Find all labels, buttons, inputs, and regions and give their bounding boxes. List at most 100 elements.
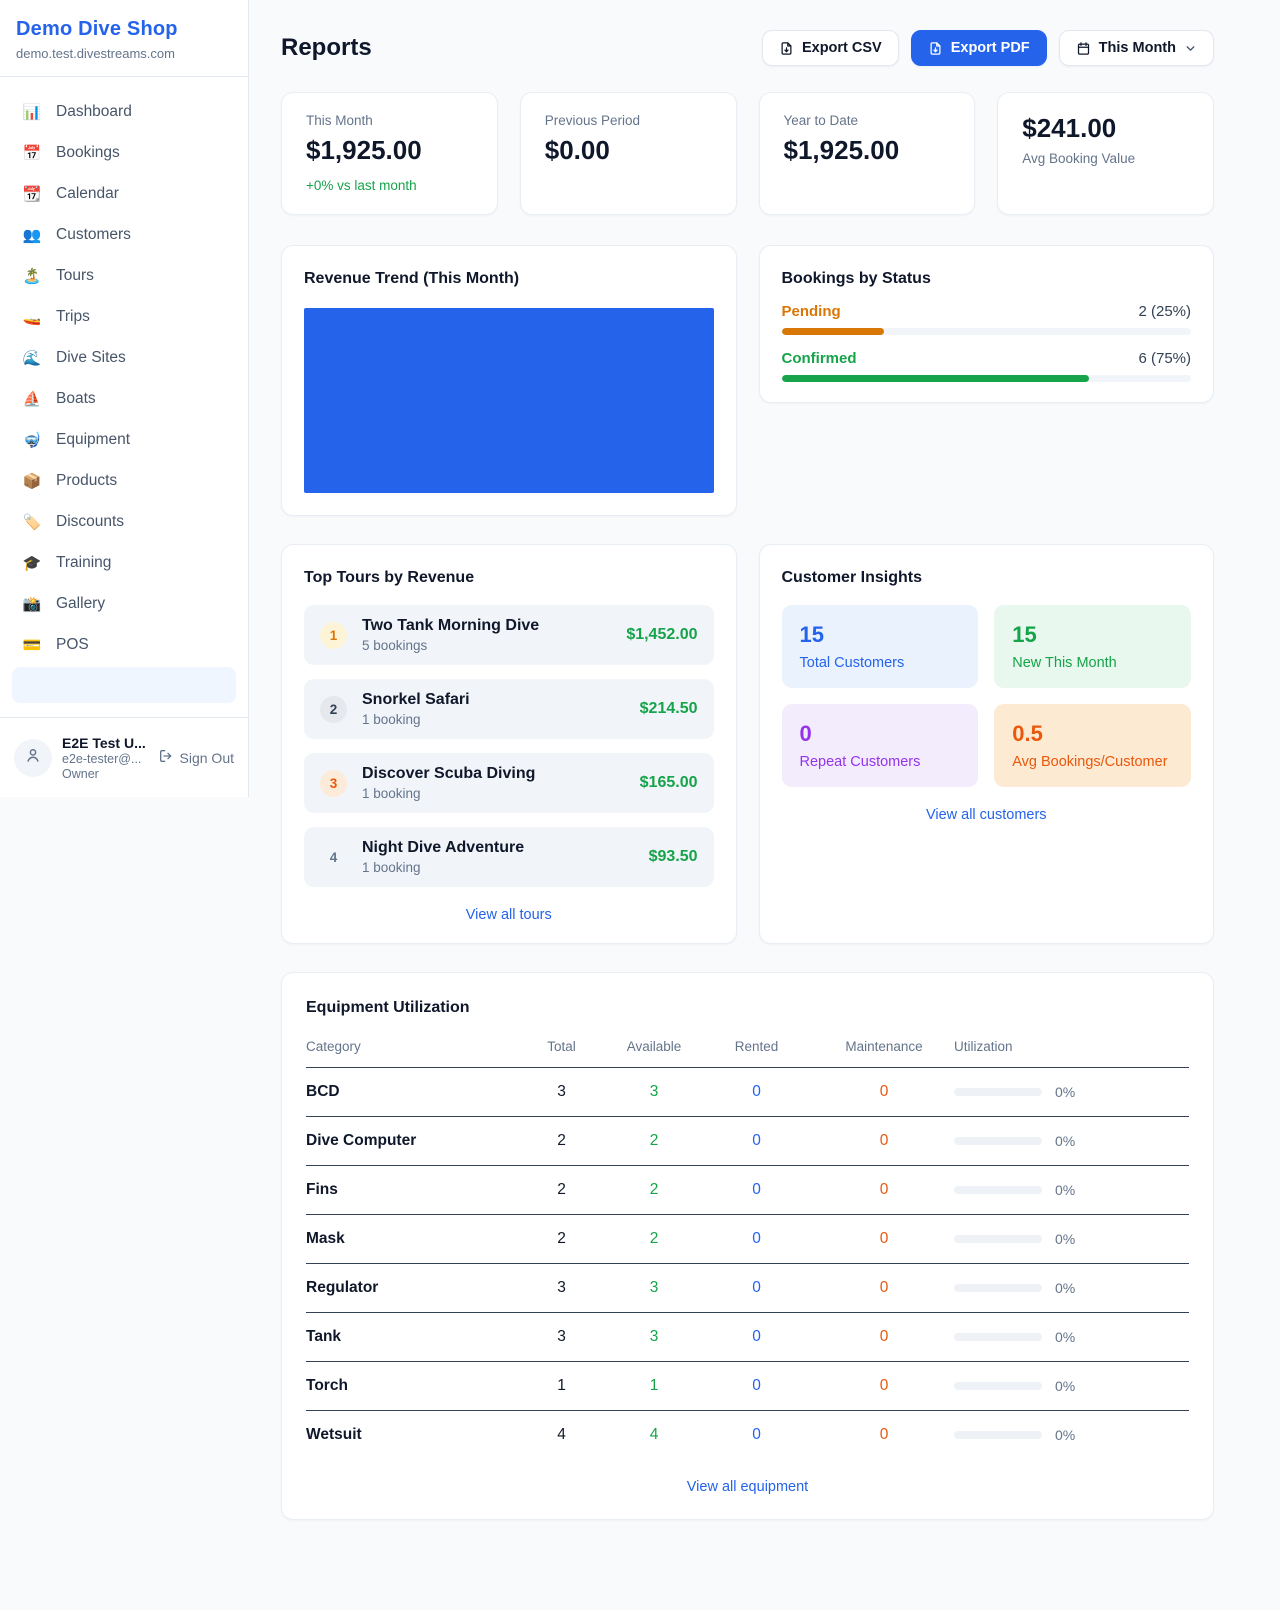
sidebar-item-partial[interactable] [12,667,236,703]
sidebar-item-label: Products [56,472,118,489]
main-content: Reports Export CSV Export PDF This Month [249,0,1280,1560]
sidebar-item-training[interactable]: 🎓 Training [12,544,236,582]
cell-category: Fins [306,1165,514,1215]
insight-value: 0 [799,721,812,746]
sidebar-item-dive-sites[interactable]: 🌊 Dive Sites [12,339,236,377]
cell-rented: 0 [699,1116,814,1166]
cell-utilization: 0% [954,1312,1189,1362]
cell-available: 1 [609,1361,699,1411]
cell-utilization: 0% [954,1411,1189,1460]
sidebar-item-label: Boats [56,390,96,407]
tour-bookings-count: 1 booking [362,786,421,801]
insight-tile-total-customers: 15 Total Customers [781,605,979,688]
cell-maintenance: 0 [814,1067,954,1117]
export-csv-button[interactable]: Export CSV [761,30,899,66]
cell-available: 3 [609,1312,699,1362]
sign-out-label: Sign Out [179,749,234,766]
stat-label: Previous Period [544,113,641,128]
table-row: BCD 3 3 0 0 0% [306,1067,1189,1117]
stat-value: $0.00 [544,135,610,165]
utilization-bar [954,1088,1042,1096]
cell-rented: 0 [699,1361,814,1411]
brand: Demo Dive Shop demo.test.divestreams.com [0,0,248,77]
sign-out-button[interactable]: Sign Out [158,748,234,767]
utilization-percent: 0% [1055,1133,1076,1149]
sidebar-item-gallery[interactable]: 📸 Gallery [12,585,236,623]
sidebar: Demo Dive Shop demo.test.divestreams.com… [0,0,249,797]
user-name: E2E Test U... [62,734,146,751]
sidebar-item-calendar[interactable]: 📆 Calendar [12,175,236,213]
sidebar-item-customers[interactable]: 👥 Customers [12,216,236,254]
sidebar-item-trips[interactable]: 🚤 Trips [12,298,236,336]
cell-utilization: 0% [954,1116,1189,1166]
sign-out-icon [158,748,174,767]
tour-revenue: $1,452.00 [626,626,698,643]
cell-available: 3 [609,1263,699,1313]
stats-grid: This Month $1,925.00 +0% vs last month Prev… [281,92,1214,215]
cell-maintenance: 0 [814,1165,954,1215]
lists-row: Top Tours by Revenue 1 Two Tank Morning D… [281,544,1214,944]
rank-badge: 3 [320,769,347,797]
sidebar-item-products[interactable]: 📦 Products [12,462,236,500]
stat-card-year-to-date: Year to Date $1,925.00 [758,92,976,215]
tag-icon: 🏷️ [22,514,42,531]
tour-list: 1 Two Tank Morning Dive 5 bookings $1,452.0… [304,605,714,887]
tour-item-two-tank-morning-dive[interactable]: 1 Two Tank Morning Dive 5 bookings $1,452.0… [304,605,714,665]
cell-rented: 0 [752,1426,761,1443]
bookings-by-status-title: Bookings by Status [781,270,931,287]
tour-bookings-count: 5 bookings [362,638,428,653]
insight-label: Total Customers [799,655,905,671]
tour-item-discover-scuba-diving[interactable]: 3 Discover Scuba Diving 1 booking $165.00 [304,753,714,813]
cell-total: 3 [514,1312,609,1362]
view-all-tours-link[interactable]: View all tours [465,907,552,923]
tour-item-night-dive-adventure[interactable]: 4 Night Dive Adventure 1 booking $93.50 [304,827,714,887]
sidebar-item-tours[interactable]: 🏝️ Tours [12,257,236,295]
bookings-by-status-card: Bookings by Status Pending 2 (25%) Confirm… [758,245,1214,403]
cell-rented: 0 [699,1263,814,1313]
insight-label: Repeat Customers [799,754,921,770]
column-header-rented: Rented [699,1039,814,1068]
view-all-equipment-link[interactable]: View all equipment [686,1479,809,1495]
file-download-icon [928,41,943,56]
status-item-pending: Pending 2 (25%) [781,303,1191,335]
tour-item-snorkel-safari[interactable]: 2 Snorkel Safari 1 booking $214.50 [304,679,714,739]
sidebar-item-discounts[interactable]: 🏷️ Discounts [12,503,236,541]
cell-available: 2 [609,1116,699,1166]
sidebar-item-equipment[interactable]: 🤿 Equipment [12,421,236,459]
utilization-cell: 0% [954,1182,1189,1198]
cell-category: Torch [306,1361,514,1411]
file-download-icon [779,41,794,56]
utilization-bar [954,1333,1042,1341]
cell-maintenance: 0 [879,1426,889,1443]
cell-maintenance: 0 [814,1116,954,1166]
export-pdf-button[interactable]: Export PDF [910,30,1047,66]
user-icon [24,746,42,769]
view-all-customers-link[interactable]: View all customers [925,807,1047,823]
sidebar-item-label: Gallery [56,595,106,612]
sidebar-item-label: Bookings [56,144,120,161]
cell-utilization: 0% [954,1361,1189,1411]
cell-available: 3 [609,1067,699,1117]
sidebar-item-bookings[interactable]: 📅 Bookings [12,134,236,172]
insight-label: New This Month [1012,655,1117,671]
status-count: 2 (25%) [1138,303,1191,320]
utilization-bar [954,1235,1042,1243]
cell-utilization: 0% [954,1165,1189,1215]
insight-value: 15 [1012,622,1037,647]
period-dropdown[interactable]: This Month [1058,30,1214,66]
tour-info: Two Tank Morning Dive 5 bookings [362,617,611,653]
customer-insights-card: Customer Insights 15 Total Customers 15 New… [758,544,1214,944]
tour-bookings-count: 1 booking [362,860,421,875]
package-icon: 📦 [22,473,42,490]
customer-insights-title: Customer Insights [781,569,922,586]
tour-name: Discover Scuba Diving [362,765,536,782]
sidebar-item-pos[interactable]: 💳 POS [12,626,236,664]
brand-domain: demo.test.divestreams.com [16,46,175,61]
page-header: Reports Export CSV Export PDF This Month [281,30,1214,66]
sidebar-item-boats[interactable]: ⛵ Boats [12,380,236,418]
speedboat-icon: 🚤 [22,309,42,326]
insight-tile-avg-bookings-customer: 0.5 Avg Bookings/Customer [994,704,1191,787]
table-row: Dive Computer 2 2 0 0 0% [306,1116,1189,1166]
sidebar-item-dashboard[interactable]: 📊 Dashboard [12,93,236,131]
stat-label: Year to Date [783,113,859,128]
